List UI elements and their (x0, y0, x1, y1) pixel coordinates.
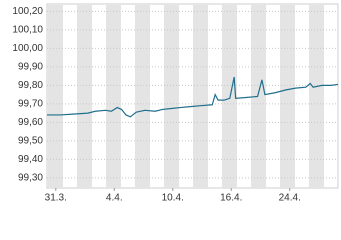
y-tick-label: 99,60 (18, 117, 43, 128)
background-stripe (135, 5, 150, 188)
background-stripe (193, 5, 208, 188)
y-tick-label: 99,50 (18, 135, 43, 146)
x-tick-label: 24.4. (279, 193, 301, 204)
background-stripe (280, 5, 295, 188)
background-stripe (77, 5, 92, 188)
chart: 99,30 99,40 99,50 99,60 99,70 99,80 99,90 100,0… (12, 3, 339, 204)
y-tick-label: 99,40 (18, 154, 43, 165)
y-tick-label: 99,70 (18, 98, 43, 109)
y-tick-label: 100,20 (12, 6, 43, 17)
background-stripe (48, 5, 63, 188)
background-stripe (164, 5, 179, 188)
y-tick-label: 99,30 (18, 172, 43, 183)
x-tick-label: 4.4. (106, 193, 123, 204)
y-tick-label: 99,80 (18, 80, 43, 91)
y-tick-label: 100,00 (12, 43, 43, 54)
y-tick-label: 100,10 (12, 25, 43, 36)
background-stripe (106, 5, 121, 188)
background-stripe (251, 5, 266, 188)
y-tick-label: 99,90 (18, 62, 43, 73)
x-tick-label: 16.4. (220, 193, 242, 204)
x-tick-label: 31.3. (45, 193, 67, 204)
price-line (47, 76, 339, 118)
background-stripe (222, 5, 237, 188)
x-tick-label: 10.4. (162, 193, 184, 204)
background-stripe (309, 5, 324, 188)
